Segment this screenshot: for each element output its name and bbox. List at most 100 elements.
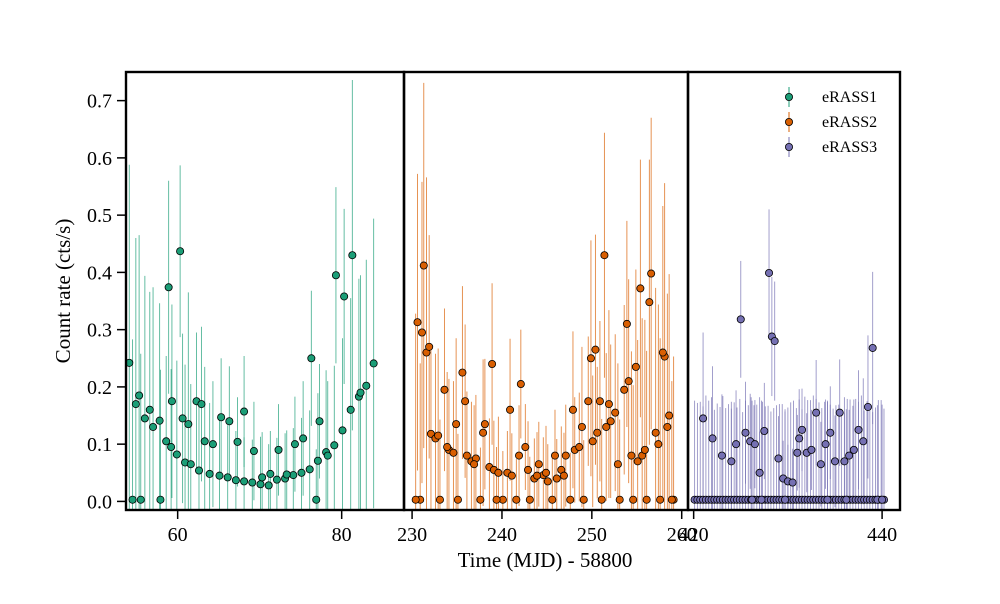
- panel-frame: [686, 70, 902, 512]
- x-axis-title: Time (MJD) - 58800: [458, 548, 633, 572]
- data-point: [736, 315, 745, 324]
- points-eRASS2: [411, 251, 678, 504]
- data-point: [223, 473, 232, 482]
- y-tick-label: 0.7: [87, 91, 112, 113]
- data-point: [524, 465, 533, 474]
- data-point: [622, 319, 631, 328]
- legend-marker: [785, 142, 794, 151]
- data-point: [588, 437, 597, 446]
- data-point: [842, 495, 851, 504]
- data-point: [584, 397, 593, 406]
- data-point: [781, 495, 790, 504]
- data-point: [620, 385, 629, 394]
- data-point: [290, 440, 299, 449]
- data-point: [480, 420, 489, 429]
- data-point: [411, 495, 420, 504]
- data-point: [458, 368, 467, 377]
- data-point: [167, 443, 176, 452]
- data-point: [665, 411, 674, 420]
- legend-marker: [785, 93, 794, 102]
- data-point: [369, 359, 378, 368]
- data-point: [461, 397, 470, 406]
- data-point: [258, 473, 267, 482]
- legend-label: eRASS2: [822, 114, 877, 131]
- data-point: [840, 457, 849, 466]
- data-point: [793, 448, 802, 457]
- data-point: [155, 416, 164, 425]
- points-eRASS1: [125, 247, 378, 504]
- legend-label: eRASS3: [822, 139, 877, 156]
- data-point: [602, 422, 611, 431]
- data-point: [240, 477, 249, 486]
- data-point: [633, 457, 642, 466]
- data-point: [568, 405, 577, 414]
- data-point: [413, 318, 422, 327]
- data-point: [647, 269, 656, 278]
- y-tick-label: 0.2: [87, 377, 112, 399]
- data-point: [162, 437, 171, 446]
- data-point: [816, 460, 825, 469]
- data-point: [297, 468, 306, 477]
- data-point: [434, 431, 443, 440]
- data-point: [552, 474, 561, 483]
- data-point: [128, 495, 137, 504]
- data-point: [164, 283, 173, 292]
- panel-eRASS3: 420 440: [679, 70, 902, 546]
- data-point: [440, 385, 449, 394]
- data-point: [765, 268, 774, 277]
- data-point: [479, 428, 488, 437]
- data-point: [595, 397, 604, 406]
- data-point: [577, 422, 586, 431]
- data-point: [795, 434, 804, 443]
- data-point: [593, 428, 602, 437]
- data-point: [272, 475, 281, 484]
- data-point: [823, 495, 832, 504]
- data-point: [452, 420, 461, 429]
- data-point: [868, 343, 877, 352]
- data-point: [651, 428, 660, 437]
- data-point: [521, 443, 530, 452]
- data-point: [561, 451, 570, 460]
- x-tick-label: 440: [867, 524, 897, 546]
- data-point: [186, 460, 195, 469]
- data-point: [658, 348, 667, 357]
- data-point: [492, 495, 501, 504]
- data-point: [654, 440, 663, 449]
- data-point: [741, 428, 750, 437]
- data-point: [667, 495, 676, 504]
- data-point: [543, 477, 552, 486]
- data-point: [854, 425, 863, 434]
- data-point: [443, 443, 452, 452]
- error-bars-eRASS3: [694, 209, 885, 510]
- data-point: [313, 456, 322, 465]
- data-point: [699, 414, 708, 423]
- data-point: [419, 261, 428, 270]
- data-point: [205, 469, 214, 478]
- error-bars-eRASS2: [415, 82, 675, 510]
- data-point: [548, 495, 557, 504]
- data-point: [878, 495, 887, 504]
- data-point: [184, 420, 193, 429]
- data-point: [748, 495, 757, 504]
- data-point: [136, 495, 145, 504]
- legend-marker: [785, 118, 794, 127]
- data-point: [774, 454, 783, 463]
- data-point: [266, 469, 275, 478]
- data-point: [435, 495, 444, 504]
- data-point: [642, 495, 651, 504]
- data-point: [307, 354, 316, 363]
- data-point: [172, 450, 181, 459]
- data-point: [636, 284, 645, 293]
- data-point: [176, 247, 185, 256]
- data-point: [645, 298, 654, 307]
- data-point: [156, 495, 165, 504]
- data-point: [516, 380, 525, 389]
- data-point: [453, 495, 462, 504]
- data-point: [760, 426, 769, 435]
- data-point: [417, 328, 426, 337]
- data-point: [863, 402, 872, 411]
- data-point: [264, 481, 273, 490]
- data-point: [512, 495, 521, 504]
- data-point: [663, 422, 672, 431]
